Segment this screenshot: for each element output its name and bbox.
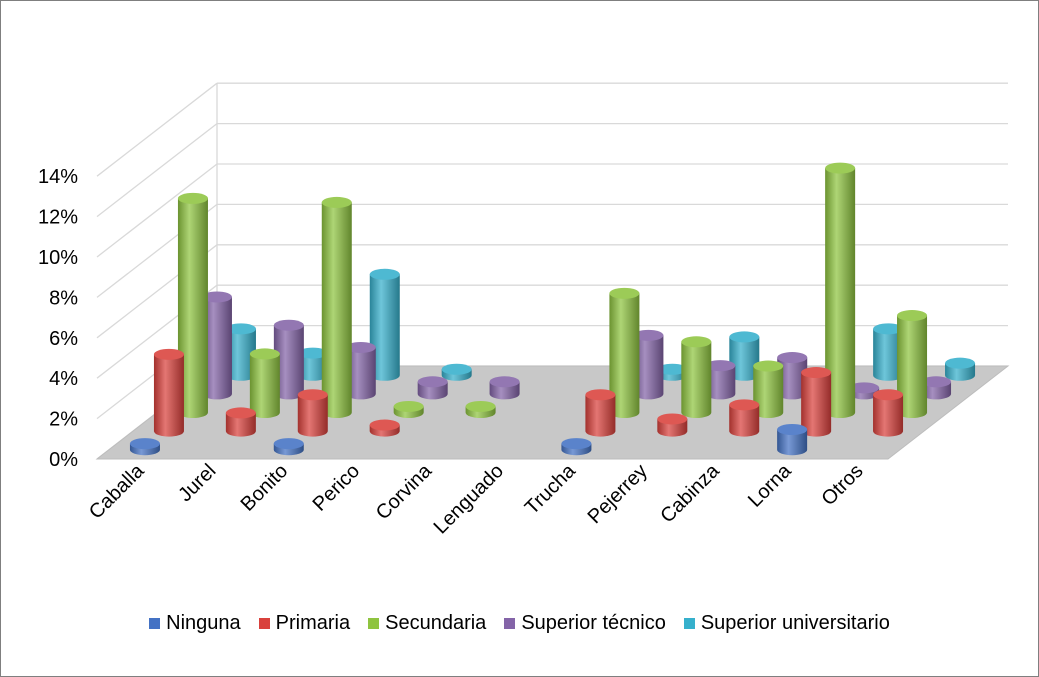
bar-superior-universitario-pejerrey: [729, 331, 760, 381]
bar-superior-técnico-jurel: [273, 319, 304, 400]
bar-ninguna-lorna: [777, 424, 808, 456]
bar-primaria-caballa: [153, 348, 184, 437]
bar-primaria-pejerrey: [657, 413, 688, 437]
bar-superior-universitario-caballa: [225, 323, 256, 381]
bar-secundaria-cabinza: [753, 360, 784, 418]
bar-secundaria-caballa: [177, 192, 208, 418]
bar-secundaria-perico: [393, 400, 424, 418]
legend-swatch: [368, 618, 380, 629]
bar-ninguna-bonito: [273, 438, 304, 456]
bar-superior-universitario-jurel: [297, 347, 328, 381]
bar-secundaria-jurel: [249, 348, 280, 418]
x-tick-label: Corvina: [372, 459, 437, 524]
bar-primaria-lorna: [801, 367, 832, 437]
bar-superior-técnico-cabinza: [777, 352, 808, 400]
legend-swatch: [504, 618, 516, 629]
bar-primaria-perico: [369, 419, 400, 437]
legend-item: Primaria: [258, 612, 351, 635]
bar-superior-técnico-lorna: [849, 382, 880, 400]
legend-label: Secundaria: [385, 612, 487, 634]
legend-item: Superior universitario: [683, 612, 890, 635]
bar-superior-técnico-corvina: [489, 376, 520, 400]
bar-superior-técnico-trucha: [633, 329, 664, 400]
y-tick-label: 4%: [49, 368, 78, 390]
bar-primaria-jurel: [225, 407, 256, 437]
legend-swatch: [149, 618, 161, 629]
y-tick-label: 6%: [49, 328, 78, 350]
legend-item: Superior técnico: [504, 612, 666, 635]
bar-secundaria-otros: [897, 310, 928, 418]
bar-secundaria-lorna: [825, 162, 856, 418]
y-tick-label: 0%: [49, 449, 78, 471]
legend-label: Superior universitario: [700, 612, 890, 634]
x-tick-label: Pejerrey: [584, 460, 652, 528]
bar-superior-técnico-perico: [417, 376, 448, 400]
legend-label: Primaria: [275, 612, 351, 634]
y-tick-label: 14%: [38, 166, 78, 188]
bar-superior-universitario-lorna: [873, 323, 904, 381]
side-gridline: [96, 82, 218, 177]
bar-superior-universitario-perico: [441, 363, 472, 381]
bar-superior-técnico-pejerrey: [705, 360, 736, 400]
bar-superior-técnico-caballa: [201, 291, 232, 400]
bar-ninguna-trucha: [561, 438, 592, 456]
x-tick-label: Lorna: [744, 459, 796, 511]
x-tick-label: Caballa: [85, 459, 149, 523]
bar-primaria-otros: [873, 389, 904, 437]
legend-item: Secundaria: [368, 612, 486, 635]
x-tick-label: Otros: [817, 460, 867, 510]
bar-secundaria-trucha: [609, 287, 640, 418]
bar-superior-universitario-trucha: [657, 363, 688, 381]
legend-swatch: [683, 618, 695, 629]
y-tick-label: 8%: [49, 287, 78, 309]
bar-primaria-trucha: [585, 389, 616, 437]
bar-superior-técnico-bonito: [345, 341, 376, 400]
y-tick-label: 12%: [38, 207, 78, 229]
y-tick-label: 2%: [49, 409, 78, 431]
legend-label: Ninguna: [166, 612, 241, 634]
x-tick-label: Lenguado: [430, 460, 508, 538]
x-tick-label: Bonito: [237, 460, 293, 516]
bar-primaria-bonito: [297, 389, 328, 437]
chart-legend: Ninguna Primaria Secundaria Superior técnic…: [0, 612, 1039, 635]
x-tick-label: Trucha: [521, 459, 581, 519]
bar-superior-universitario-bonito: [369, 268, 400, 381]
side-gridline: [96, 123, 218, 218]
bar-ninguna-caballa: [129, 438, 160, 456]
x-tick-label: Perico: [309, 460, 365, 516]
legend-swatch: [258, 618, 270, 629]
x-tick-label: Cabinza: [656, 459, 724, 527]
bar-secundaria-bonito: [321, 196, 352, 418]
y-tick-label: 10%: [38, 247, 78, 269]
legend-item: Ninguna: [149, 612, 241, 635]
side-gridline: [96, 163, 218, 258]
bar-superior-universitario-otros: [945, 357, 976, 381]
legend-label: Superior técnico: [521, 612, 666, 634]
bar-secundaria-pejerrey: [681, 336, 712, 418]
bar-secundaria-corvina: [465, 400, 496, 418]
bar-primaria-cabinza: [729, 399, 760, 437]
chart-plot: 0% 2% 4% 6% 8% 10% 12% 14% Caballa Jurel Bonito Per…: [38, 82, 1010, 538]
x-tick-label: Jurel: [174, 460, 220, 506]
bar-superior-técnico-otros: [921, 376, 952, 400]
